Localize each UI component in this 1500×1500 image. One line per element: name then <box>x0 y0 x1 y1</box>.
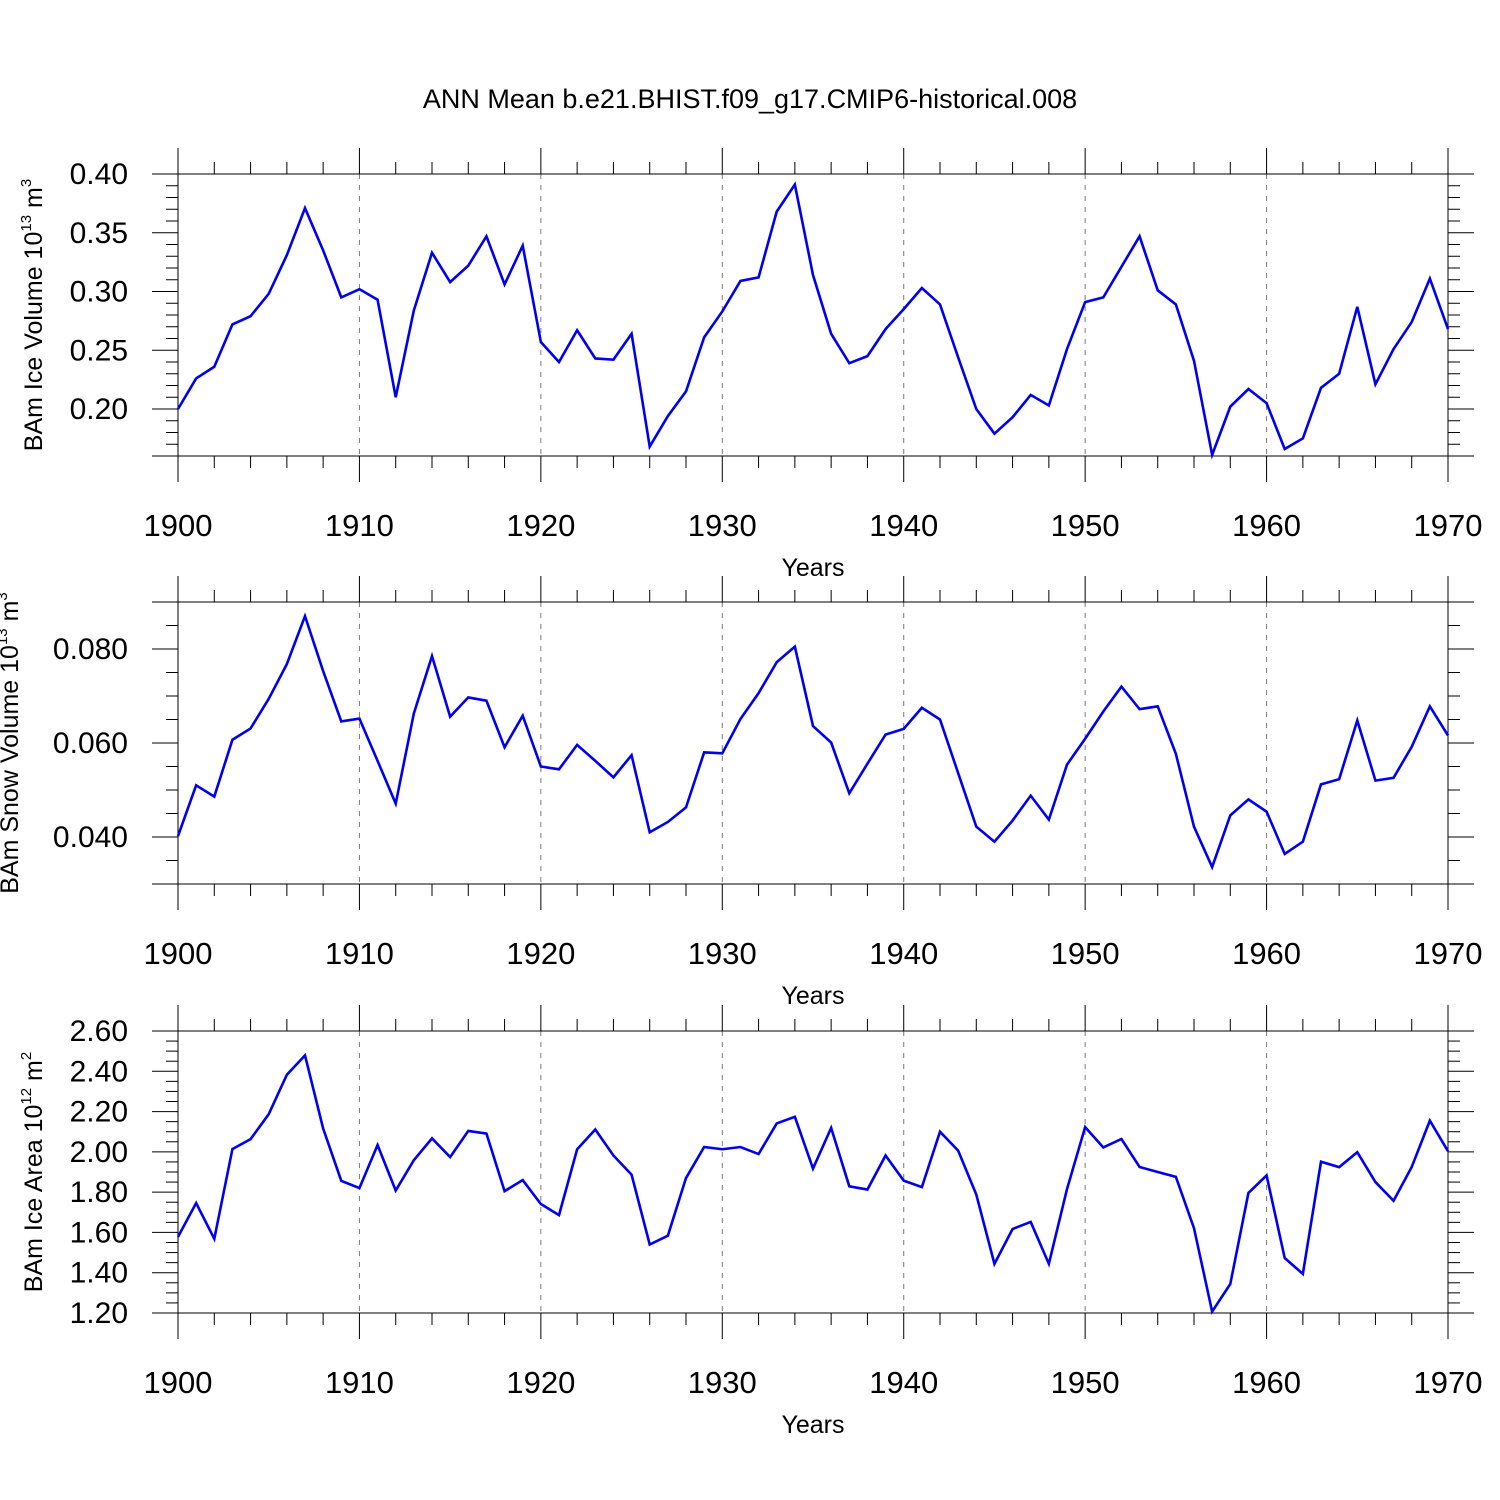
series-line <box>176 612 1450 871</box>
x-tick-label: 1920 <box>506 936 575 971</box>
panel-1: 0.20 0.25 0.30 0.35 0.40 1900 1910 1920 1930 1940… <box>18 148 1482 582</box>
y-tick-label: 0.060 <box>53 727 128 760</box>
x-tick-label: 1940 <box>869 508 938 543</box>
x-tick-label: 1900 <box>144 508 213 543</box>
x-tick-label: 1960 <box>1232 1365 1301 1400</box>
y-tick-label: 1.80 <box>70 1176 128 1209</box>
x-tick-label: 1950 <box>1051 936 1120 971</box>
figure-title: ANN Mean b.e21.BHIST.f09_g17.CMIP6-histo… <box>422 84 1078 114</box>
x-axis-label: Years <box>781 554 844 582</box>
y-tick-label: 0.20 <box>70 393 128 426</box>
y-tick-label: 2.20 <box>70 1096 128 1129</box>
x-tick-label: 1940 <box>869 936 938 971</box>
y-tick-label: 0.080 <box>53 633 128 666</box>
x-tick-label: 1960 <box>1232 936 1301 971</box>
series-line <box>176 1052 1450 1315</box>
x-tick-label: 1970 <box>1414 508 1483 543</box>
x-tick-label: 1930 <box>688 508 757 543</box>
y-axis-label: BAm Snow Volume 1013 m3 <box>0 592 24 894</box>
y-tick-label: 0.040 <box>53 821 128 854</box>
x-tick-label: 1970 <box>1414 936 1483 971</box>
x-tick-label: 1970 <box>1414 1365 1483 1400</box>
series-line <box>176 181 1450 460</box>
y-axis-label: BAm Ice Area 1012 m2 <box>18 1052 48 1292</box>
x-tick-label: 1940 <box>869 1365 938 1400</box>
x-tick-label: 1960 <box>1232 508 1301 543</box>
y-tick-label: 0.40 <box>70 158 128 191</box>
x-axis-label: Years <box>781 1411 844 1439</box>
x-tick-label: 1900 <box>144 1365 213 1400</box>
x-tick-label: 1930 <box>688 936 757 971</box>
x-tick-label: 1930 <box>688 1365 757 1400</box>
x-tick-label: 1910 <box>325 508 394 543</box>
y-tick-label: 2.60 <box>70 1015 128 1048</box>
y-tick-label: 2.00 <box>70 1136 128 1169</box>
panel-2: 0.040 0.060 0.080 1900 1910 1920 1930 1940 1950 1… <box>0 576 1482 1010</box>
panel-3: 1.20 1.40 1.60 1.80 2.00 2.20 2.40 2.60 1900 1910… <box>18 1005 1482 1439</box>
x-tick-label: 1920 <box>506 508 575 543</box>
y-tick-label: 2.40 <box>70 1055 128 1088</box>
x-tick-label: 1910 <box>325 936 394 971</box>
y-axis-label: BAm Ice Volume 1013 m3 <box>18 179 48 451</box>
y-tick-label: 1.60 <box>70 1216 128 1249</box>
x-tick-label: 1900 <box>144 936 213 971</box>
y-tick-label: 0.30 <box>70 276 128 309</box>
y-tick-label: 0.25 <box>70 334 128 367</box>
x-tick-label: 1920 <box>506 1365 575 1400</box>
x-axis-label: Years <box>781 982 844 1010</box>
x-tick-label: 1950 <box>1051 508 1120 543</box>
x-tick-label: 1910 <box>325 1365 394 1400</box>
x-tick-label: 1950 <box>1051 1365 1120 1400</box>
y-tick-label: 1.40 <box>70 1257 128 1290</box>
y-tick-label: 0.35 <box>70 217 128 250</box>
y-tick-label: 1.20 <box>70 1297 128 1330</box>
